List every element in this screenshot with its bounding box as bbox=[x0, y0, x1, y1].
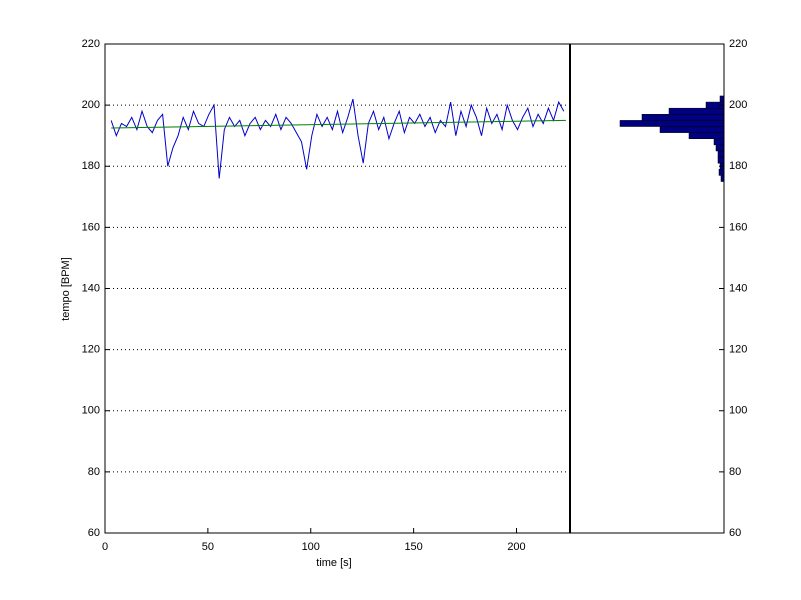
x-axis-label: time [s] bbox=[316, 557, 351, 569]
hist-bar bbox=[619, 120, 725, 127]
y-tick-label: 80 bbox=[729, 466, 741, 478]
x-tick-label: 200 bbox=[507, 541, 525, 553]
x-tick-label: 100 bbox=[302, 541, 320, 553]
series-line bbox=[110, 98, 565, 179]
y-tick-label: 160 bbox=[729, 221, 747, 233]
y-tick-label: 140 bbox=[82, 282, 100, 294]
y-tick-label: 200 bbox=[729, 99, 747, 111]
hist-bar bbox=[659, 126, 725, 133]
hist-bar bbox=[717, 150, 725, 158]
y-tick-label: 120 bbox=[82, 344, 100, 356]
y-tick-label: 140 bbox=[729, 282, 747, 294]
y-tick-label: 100 bbox=[82, 405, 100, 417]
hist-bar bbox=[641, 114, 725, 121]
x-tick-label: 150 bbox=[404, 541, 422, 553]
hist-bar bbox=[719, 95, 725, 103]
x-tick-label: 0 bbox=[102, 541, 108, 553]
y-tick-label: 220 bbox=[729, 38, 747, 50]
y-tick-label: 60 bbox=[88, 527, 100, 539]
y-tick-label: 220 bbox=[82, 38, 100, 50]
series-line bbox=[111, 119, 566, 129]
y-tick-label: 160 bbox=[82, 221, 100, 233]
hist-bar bbox=[718, 169, 725, 176]
hist-bar bbox=[713, 138, 725, 146]
hist-bar bbox=[668, 107, 725, 115]
x-tick-label: 50 bbox=[202, 541, 214, 553]
y-tick-label: 60 bbox=[729, 527, 741, 539]
y-tick-label: 200 bbox=[82, 99, 100, 111]
hist-bar bbox=[688, 132, 725, 139]
hist-bar bbox=[715, 144, 725, 152]
y-tick-label: 100 bbox=[729, 405, 747, 417]
y-tick-label: 120 bbox=[729, 344, 747, 356]
y-tick-label: 80 bbox=[88, 466, 100, 478]
y-tick-label: 180 bbox=[729, 160, 747, 172]
hist-bar bbox=[717, 156, 725, 164]
y-axis-label: tempo [BPM] bbox=[60, 257, 72, 321]
y-tick-label: 180 bbox=[82, 160, 100, 172]
